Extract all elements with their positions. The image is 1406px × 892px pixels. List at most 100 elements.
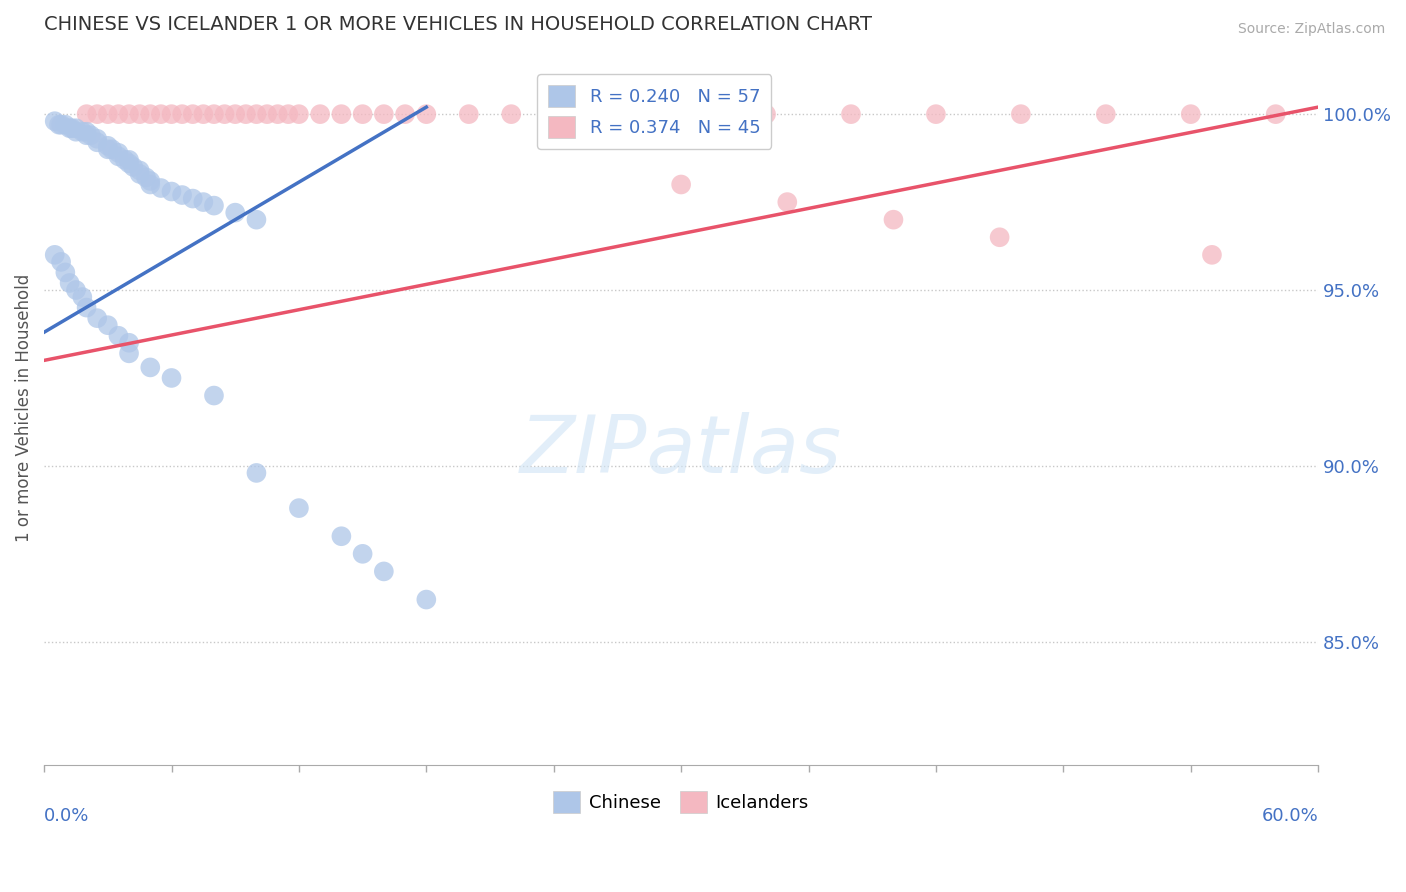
Point [245, 107, 267, 121]
Point [501, 107, 523, 121]
Point [160, 185, 183, 199]
Point [352, 547, 374, 561]
Legend: Chinese, Icelanders: Chinese, Icelanders [546, 784, 815, 820]
Point [172, 107, 194, 121]
Point [172, 188, 194, 202]
Point [122, 160, 145, 174]
Point [48, 118, 70, 132]
Point [202, 388, 225, 402]
Point [76, 107, 98, 121]
Point [149, 107, 172, 121]
Point [118, 156, 141, 170]
Point [128, 163, 150, 178]
Point [288, 501, 311, 516]
Point [97, 107, 120, 121]
Point [128, 167, 150, 181]
Point [60, 121, 83, 136]
Point [101, 142, 124, 156]
Point [245, 212, 267, 227]
Text: Source: ZipAtlas.com: Source: ZipAtlas.com [1237, 22, 1385, 37]
Point [224, 205, 246, 219]
Point [86, 136, 108, 150]
Point [394, 107, 416, 121]
Point [44, 114, 66, 128]
Point [266, 107, 288, 121]
Point [988, 230, 1011, 244]
Point [72, 125, 94, 139]
Point [65, 283, 87, 297]
Point [118, 107, 141, 121]
Point [839, 107, 862, 121]
Point [139, 107, 162, 121]
Point [181, 192, 204, 206]
Point [415, 107, 437, 121]
Point [669, 107, 692, 121]
Point [882, 212, 904, 227]
Point [139, 360, 162, 375]
Point [193, 195, 215, 210]
Point [669, 178, 692, 192]
Point [80, 128, 103, 143]
Point [277, 107, 299, 121]
Point [107, 107, 129, 121]
Point [1094, 107, 1116, 121]
Point [627, 107, 650, 121]
Point [585, 107, 607, 121]
Point [139, 178, 162, 192]
Point [114, 153, 136, 167]
Point [543, 107, 565, 121]
Point [65, 125, 87, 139]
Point [330, 529, 353, 543]
Point [288, 107, 311, 121]
Point [49, 118, 72, 132]
Point [107, 328, 129, 343]
Point [118, 346, 141, 360]
Point [86, 311, 108, 326]
Point [139, 174, 162, 188]
Point [76, 301, 98, 315]
Point [76, 128, 98, 143]
Point [776, 195, 799, 210]
Point [181, 107, 204, 121]
Point [107, 145, 129, 160]
Point [65, 121, 87, 136]
Text: 60.0%: 60.0% [1261, 807, 1319, 825]
Point [135, 170, 157, 185]
Point [53, 118, 76, 132]
Point [1201, 248, 1223, 262]
Point [245, 466, 267, 480]
Point [160, 107, 183, 121]
Point [193, 107, 215, 121]
Point [72, 290, 94, 304]
Point [457, 107, 479, 121]
Text: CHINESE VS ICELANDER 1 OR MORE VEHICLES IN HOUSEHOLD CORRELATION CHART: CHINESE VS ICELANDER 1 OR MORE VEHICLES … [44, 15, 872, 34]
Text: 0.0%: 0.0% [44, 807, 90, 825]
Point [97, 142, 120, 156]
Point [58, 276, 80, 290]
Point [330, 107, 353, 121]
Point [86, 132, 108, 146]
Point [755, 107, 778, 121]
Point [1010, 107, 1032, 121]
Point [49, 255, 72, 269]
Point [1180, 107, 1202, 121]
Point [1264, 107, 1286, 121]
Point [352, 107, 374, 121]
Point [128, 107, 150, 121]
Point [86, 107, 108, 121]
Point [58, 121, 80, 136]
Point [415, 592, 437, 607]
Point [107, 149, 129, 163]
Point [202, 198, 225, 212]
Point [97, 318, 120, 333]
Point [256, 107, 278, 121]
Point [224, 107, 246, 121]
Point [118, 153, 141, 167]
Point [925, 107, 948, 121]
Point [309, 107, 332, 121]
Point [214, 107, 236, 121]
Point [97, 138, 120, 153]
Y-axis label: 1 or more Vehicles in Household: 1 or more Vehicles in Household [15, 274, 32, 542]
Point [76, 125, 98, 139]
Point [53, 265, 76, 279]
